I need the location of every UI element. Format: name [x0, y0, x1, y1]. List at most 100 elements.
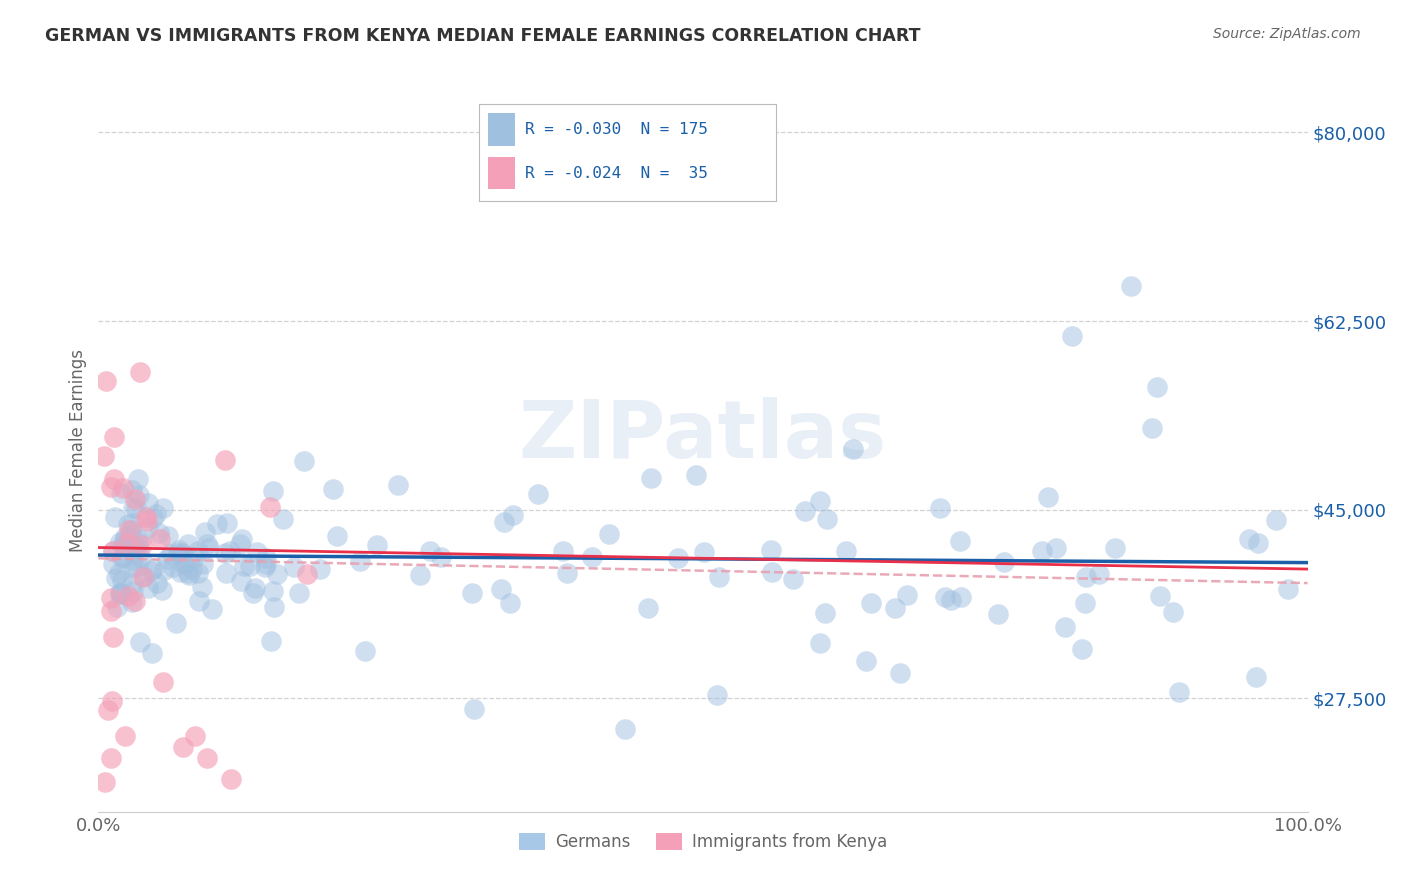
Point: [134, 569, 156, 583]
Point: [100, 603, 122, 617]
Point: [131, 538, 153, 552]
Point: [239, 559, 262, 574]
Point: [103, 472, 125, 486]
Point: [232, 559, 254, 574]
Point: [1247, 536, 1270, 550]
Point: [100, 751, 122, 765]
Point: [153, 563, 176, 577]
Point: [136, 581, 159, 595]
Point: [1244, 670, 1267, 684]
Point: [761, 566, 783, 580]
Point: [127, 540, 149, 554]
Point: [139, 564, 162, 578]
Point: [141, 646, 163, 660]
Point: [782, 573, 804, 587]
Point: [883, 601, 905, 615]
Point: [152, 501, 174, 516]
Point: [124, 594, 146, 608]
Point: [121, 583, 143, 598]
Point: [706, 689, 728, 703]
Point: [214, 453, 236, 467]
Point: [195, 537, 218, 551]
Point: [896, 588, 918, 602]
Point: [129, 635, 152, 649]
Point: [489, 582, 512, 597]
Point: [461, 586, 484, 600]
Point: [150, 583, 173, 598]
Point: [156, 552, 179, 566]
Point: [1168, 685, 1191, 699]
Point: [759, 542, 782, 557]
Point: [114, 530, 136, 544]
Point: [124, 539, 146, 553]
Point: [191, 580, 214, 594]
Point: [135, 510, 157, 524]
Point: [598, 526, 620, 541]
Point: [693, 545, 716, 559]
Point: [1074, 596, 1097, 610]
Point: [100, 480, 122, 494]
Point: [169, 565, 191, 579]
Point: [231, 532, 253, 546]
Point: [180, 562, 202, 576]
Point: [295, 567, 318, 582]
Point: [860, 596, 883, 610]
Point: [283, 560, 305, 574]
Point: [152, 674, 174, 689]
Point: [172, 558, 194, 572]
Point: [156, 529, 179, 543]
Point: [114, 730, 136, 744]
Point: [122, 516, 145, 531]
Point: [174, 558, 197, 572]
Point: [103, 430, 125, 444]
Point: [387, 478, 409, 492]
Point: [463, 701, 485, 715]
Point: [1119, 279, 1142, 293]
Point: [228, 536, 250, 550]
Point: [108, 586, 131, 600]
Point: [419, 543, 441, 558]
Point: [834, 544, 856, 558]
Point: [100, 591, 122, 605]
Point: [262, 583, 284, 598]
Point: [149, 533, 172, 547]
Point: [842, 442, 865, 457]
Point: [125, 558, 148, 573]
Point: [808, 494, 831, 508]
Point: [262, 483, 284, 498]
Point: [108, 566, 131, 580]
Point: [1277, 582, 1299, 596]
Legend: Germans, Immigrants from Kenya: Germans, Immigrants from Kenya: [512, 826, 894, 857]
Point: [142, 561, 165, 575]
Point: [640, 471, 662, 485]
Point: [254, 551, 277, 566]
Point: [1087, 567, 1109, 582]
Point: [179, 567, 201, 582]
Point: [949, 591, 972, 605]
Point: [195, 751, 218, 765]
Point: [108, 586, 131, 600]
Point: [183, 549, 205, 564]
Point: [184, 729, 207, 743]
Point: [120, 524, 142, 538]
Point: [127, 472, 149, 486]
Point: [117, 516, 139, 531]
Point: [855, 654, 877, 668]
Point: [260, 633, 283, 648]
Point: [128, 487, 150, 501]
Point: [354, 644, 377, 658]
Point: [105, 571, 128, 585]
Point: [162, 560, 184, 574]
Point: [934, 591, 956, 605]
Point: [707, 570, 730, 584]
Point: [122, 553, 145, 567]
Point: [551, 544, 574, 558]
Point: [148, 526, 170, 541]
Point: [1104, 541, 1126, 556]
Point: [124, 491, 146, 506]
Point: [1076, 570, 1098, 584]
Point: [160, 547, 183, 561]
Point: [685, 467, 707, 482]
Point: [221, 772, 243, 787]
Point: [207, 517, 229, 532]
